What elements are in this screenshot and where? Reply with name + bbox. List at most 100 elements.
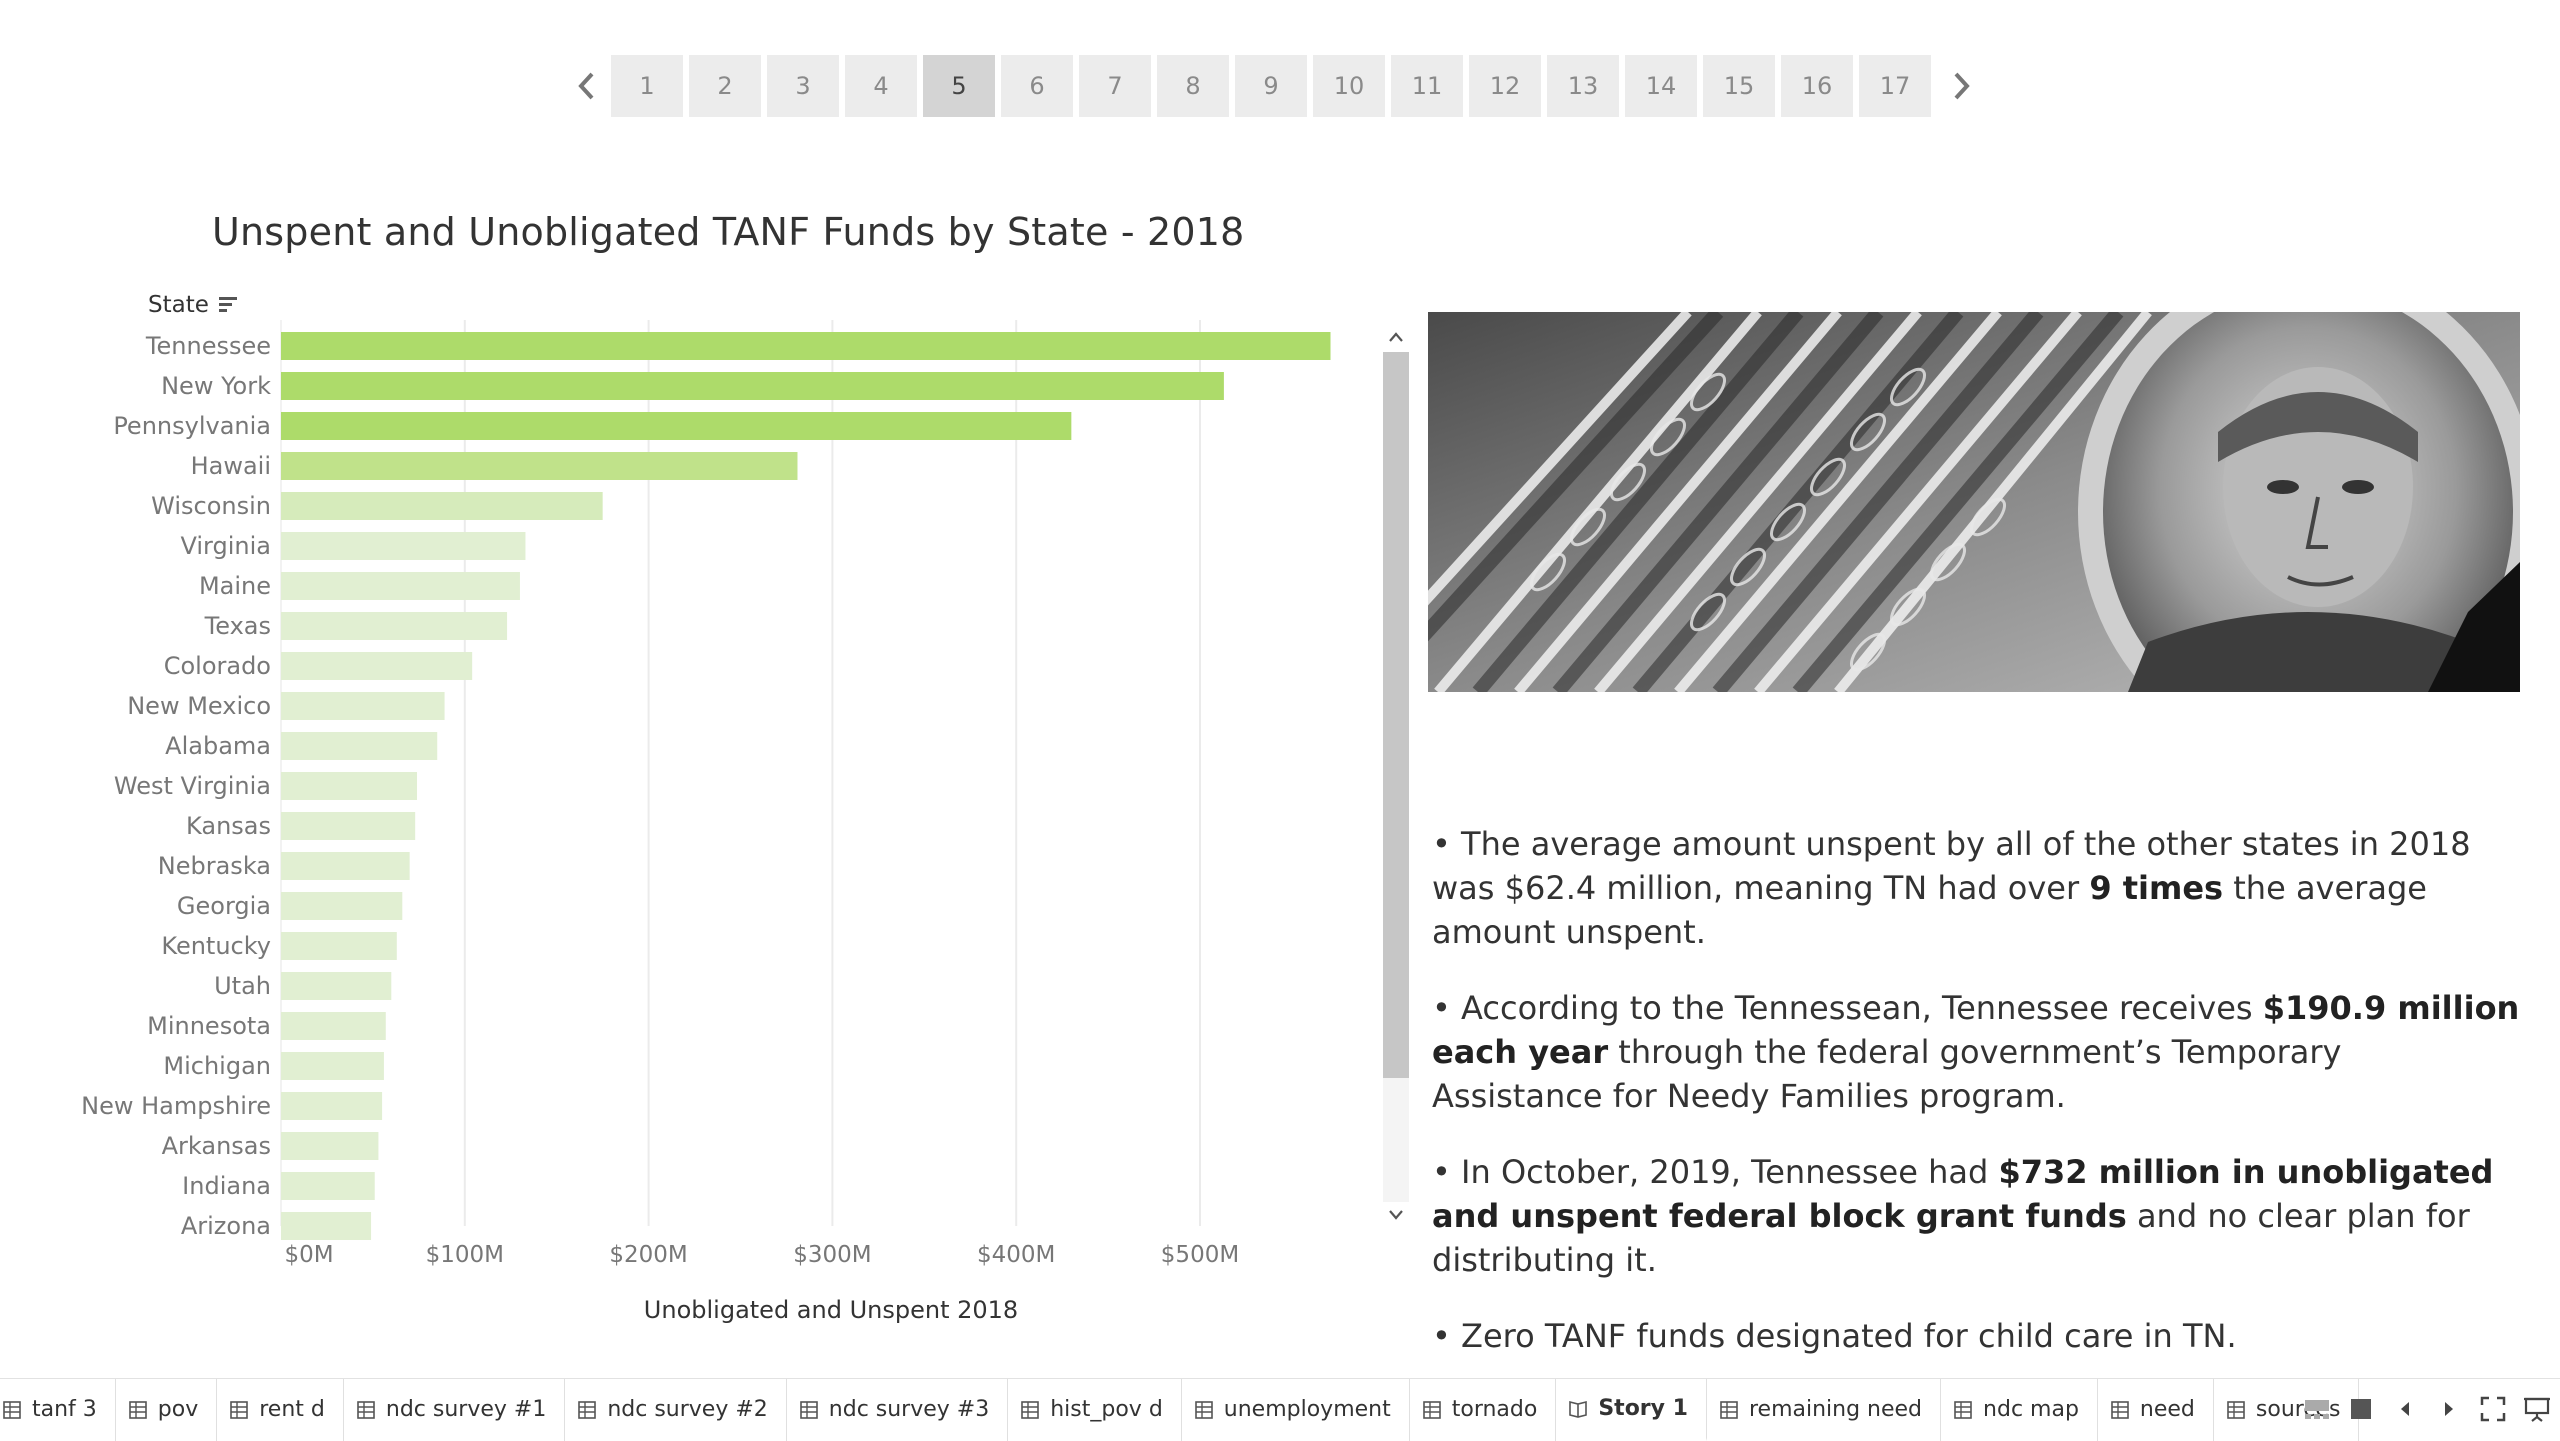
scroll-down-icon[interactable] [1383, 1202, 1409, 1228]
tab-label: ndc survey #3 [828, 1397, 990, 1422]
bar-wisconsin[interactable] [281, 492, 603, 520]
next-sheet-icon[interactable] [2434, 1394, 2464, 1424]
bar-new-york[interactable] [281, 372, 1224, 400]
bar-texas[interactable] [281, 612, 508, 640]
tab-unemployment[interactable]: unemployment [1182, 1378, 1410, 1441]
bar-kentucky[interactable] [281, 932, 397, 960]
bar-pennsylvania[interactable] [281, 412, 1072, 440]
bar-hawaii[interactable] [281, 452, 798, 480]
category-label[interactable]: Alabama [165, 732, 271, 760]
tab-rent-d[interactable]: rent d [217, 1378, 344, 1441]
tab-ndc-survey-2[interactable]: ndc survey #2 [565, 1378, 787, 1441]
category-label[interactable]: Utah [214, 972, 271, 1000]
bar-arkansas[interactable] [281, 1132, 379, 1160]
tab-hist-pov-d[interactable]: hist_pov d [1008, 1378, 1182, 1441]
chart-scrollbar[interactable] [1380, 324, 1410, 1230]
story-point-7[interactable]: 7 [1079, 55, 1151, 117]
chevron-left-icon[interactable] [570, 55, 604, 117]
tab-ndc-survey-3[interactable]: ndc survey #3 [787, 1378, 1009, 1441]
category-label[interactable]: Michigan [163, 1052, 271, 1080]
story-point-4[interactable]: 4 [845, 55, 917, 117]
bar-maine[interactable] [281, 572, 520, 600]
bar-west-virginia[interactable] [281, 772, 418, 800]
bar-nebraska[interactable] [281, 852, 410, 880]
story-point-12[interactable]: 12 [1469, 55, 1541, 117]
single-sheet-icon[interactable] [2346, 1394, 2376, 1424]
tab-tornado[interactable]: tornado [1410, 1378, 1557, 1441]
story-point-14[interactable]: 14 [1625, 55, 1697, 117]
presentation-icon[interactable] [2522, 1394, 2552, 1424]
bar-arizona[interactable] [281, 1212, 372, 1240]
category-label[interactable]: New Mexico [127, 692, 271, 720]
tab-tanf-3[interactable]: tanf 3 [0, 1378, 116, 1441]
story-point-10[interactable]: 10 [1313, 55, 1385, 117]
bar-new-mexico[interactable] [281, 692, 445, 720]
tab-ndc-survey-1[interactable]: ndc survey #1 [344, 1378, 566, 1441]
sheet-controls [2302, 1378, 2560, 1440]
category-label[interactable]: Indiana [182, 1172, 271, 1200]
category-label[interactable]: Minnesota [147, 1012, 271, 1040]
tab-label: pov [157, 1397, 199, 1422]
category-label[interactable]: Nebraska [158, 852, 271, 880]
bullet-text: and no clear plan for distributing it. [1432, 1197, 2470, 1279]
tab-story-1[interactable]: Story 1 [1556, 1378, 1707, 1441]
chevron-right-icon[interactable] [1944, 55, 1978, 117]
category-label[interactable]: Maine [199, 572, 271, 600]
x-tick-label: $400M [977, 1242, 1055, 1268]
bar-virginia[interactable] [281, 532, 526, 560]
category-label[interactable]: Arkansas [162, 1132, 271, 1160]
bar-minnesota[interactable] [281, 1012, 386, 1040]
fullscreen-icon[interactable] [2478, 1394, 2508, 1424]
bar-tennessee[interactable] [281, 332, 1331, 360]
category-label[interactable]: Tennessee [145, 332, 271, 360]
state-column-header[interactable]: State [148, 292, 239, 318]
bullet-text: • The average amount unspent by all of t… [1432, 825, 2471, 907]
bar-indiana[interactable] [281, 1172, 375, 1200]
tab-need[interactable]: need [2098, 1378, 2214, 1441]
story-point-15[interactable]: 15 [1703, 55, 1775, 117]
bar-alabama[interactable] [281, 732, 438, 760]
category-label[interactable]: Kentucky [161, 932, 271, 960]
category-label[interactable]: New York [161, 372, 271, 400]
bar-michigan[interactable] [281, 1052, 384, 1080]
category-label[interactable]: Georgia [177, 892, 271, 920]
sort-icon[interactable] [217, 294, 239, 316]
story-point-6[interactable]: 6 [1001, 55, 1073, 117]
category-label[interactable]: Virginia [181, 532, 272, 560]
tab-remaining-need[interactable]: remaining need [1707, 1378, 1942, 1441]
story-point-5[interactable]: 5 [923, 55, 995, 117]
story-point-17[interactable]: 17 [1859, 55, 1931, 117]
story-point-9[interactable]: 9 [1235, 55, 1307, 117]
category-label[interactable]: Texas [204, 612, 271, 640]
filmstrip-icon[interactable] [2302, 1394, 2332, 1424]
bar-georgia[interactable] [281, 892, 403, 920]
category-label[interactable]: Colorado [164, 652, 271, 680]
category-label[interactable]: Arizona [181, 1212, 271, 1240]
tab-label: ndc map [1983, 1397, 2079, 1422]
story-point-3[interactable]: 3 [767, 55, 839, 117]
story-point-13[interactable]: 13 [1547, 55, 1619, 117]
bar-utah[interactable] [281, 972, 392, 1000]
category-label[interactable]: Kansas [186, 812, 271, 840]
story-point-8[interactable]: 8 [1157, 55, 1229, 117]
category-label[interactable]: West Virginia [114, 772, 271, 800]
tab-label: rent d [259, 1397, 325, 1422]
tab-pov[interactable]: pov [116, 1378, 218, 1441]
tab-ndc-map[interactable]: ndc map [1941, 1378, 2098, 1441]
x-tick-label: $100M [426, 1242, 504, 1268]
story-point-11[interactable]: 11 [1391, 55, 1463, 117]
prev-sheet-icon[interactable] [2390, 1394, 2420, 1424]
scrollbar-thumb[interactable] [1383, 352, 1409, 1078]
category-label[interactable]: Wisconsin [151, 492, 271, 520]
scroll-up-icon[interactable] [1383, 324, 1409, 350]
category-label[interactable]: Hawaii [191, 452, 271, 480]
story-point-1[interactable]: 1 [611, 55, 683, 117]
story-point-16[interactable]: 16 [1781, 55, 1853, 117]
story-point-2[interactable]: 2 [689, 55, 761, 117]
bar-colorado[interactable] [281, 652, 473, 680]
bar-new-hampshire[interactable] [281, 1092, 383, 1120]
bar-kansas[interactable] [281, 812, 416, 840]
category-label[interactable]: Pennsylvania [113, 412, 271, 440]
category-label[interactable]: New Hampshire [81, 1092, 271, 1120]
bullet-text: • According to the Tennessean, Tennessee… [1432, 989, 2263, 1027]
